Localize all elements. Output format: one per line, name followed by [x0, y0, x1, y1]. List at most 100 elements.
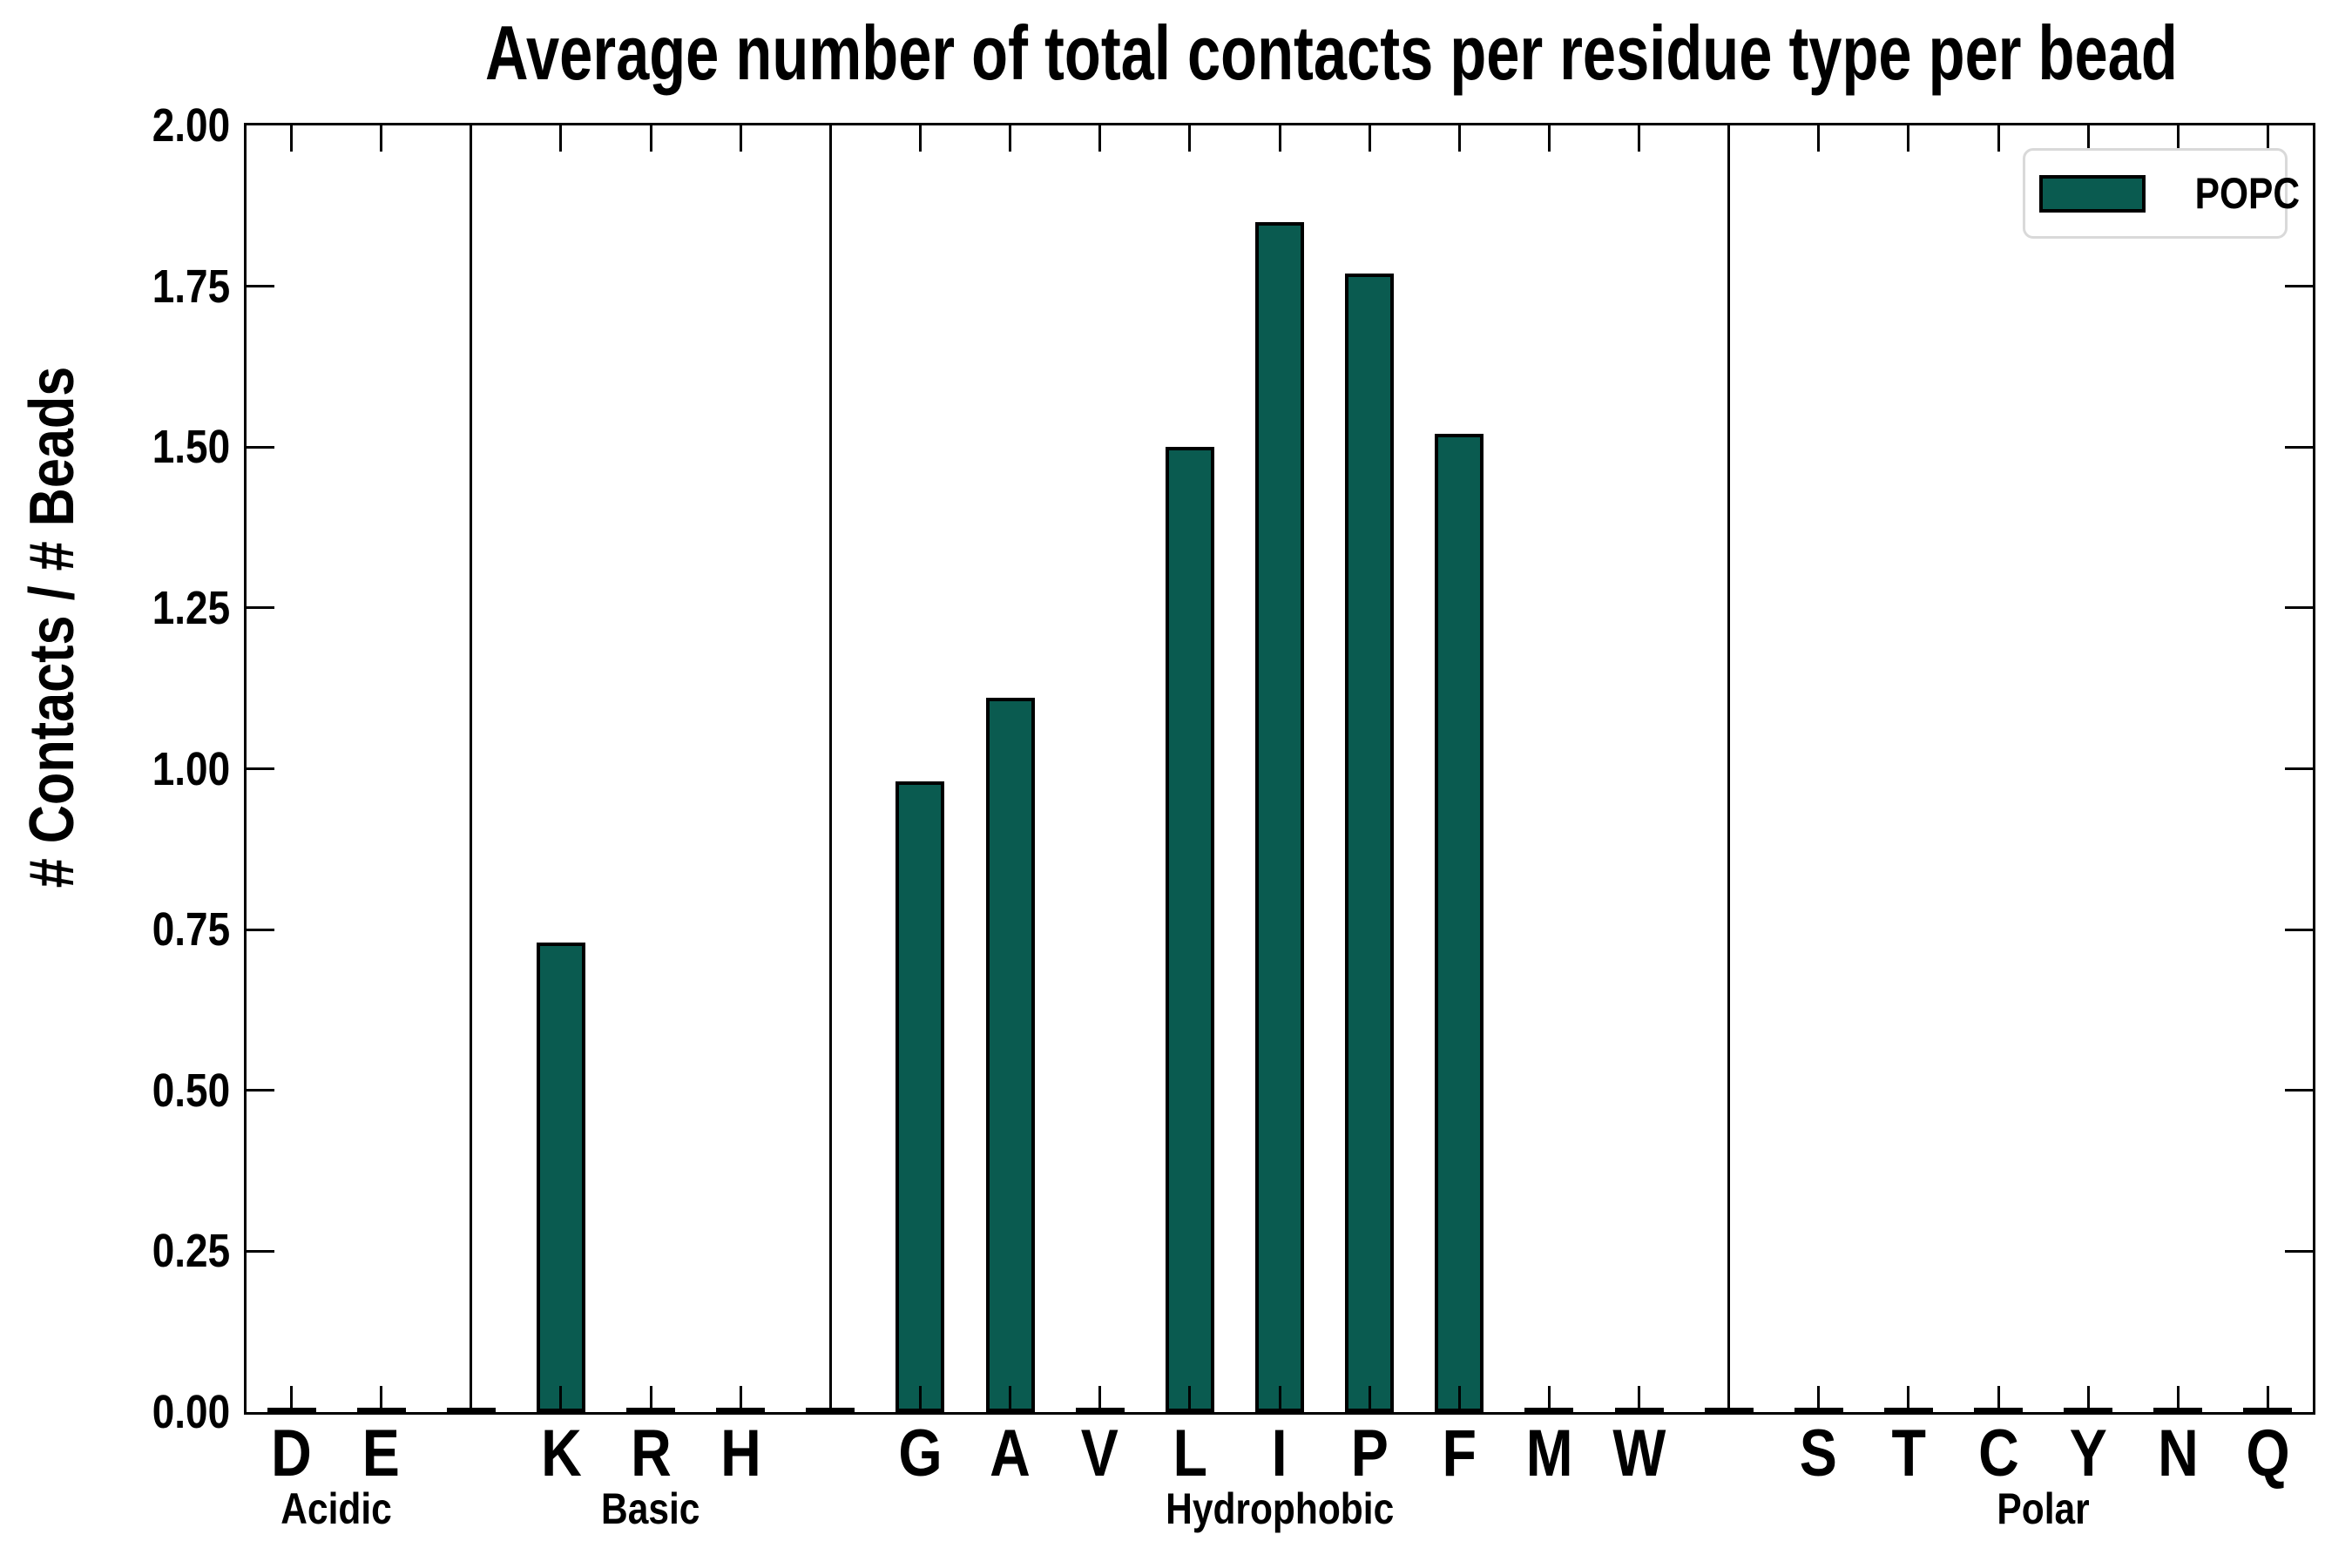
y-tick-label-0.00: 0.00 [0, 1389, 230, 1436]
x-tick-bottom-I [1278, 1386, 1281, 1412]
group-label-acidic-text: Acidic [280, 1484, 392, 1533]
x-tick-label-L: L [1129, 1419, 1251, 1489]
x-tick-bottom-H [739, 1386, 742, 1412]
x-tick-label-W-text: W [1612, 1416, 1666, 1490]
group-divider [470, 125, 473, 1412]
x-tick-bottom-M [1547, 1386, 1551, 1412]
x-tick-top-D [290, 125, 294, 152]
y-tick-left-0.75 [247, 928, 274, 931]
y-tick-label-1.25: 1.25 [0, 585, 230, 632]
x-tick-bottom-F [1457, 1386, 1461, 1412]
x-tick-top-T [1907, 125, 1910, 152]
chart-title: Average number of total contacts per res… [247, 11, 2313, 95]
x-tick-label-V: V [1039, 1419, 1161, 1489]
y-tick-right-1.75 [2285, 285, 2313, 288]
bar-A [985, 698, 1035, 1412]
x-tick-label-F: F [1398, 1419, 1520, 1489]
x-tick-bottom-V [1098, 1386, 1102, 1412]
group-label-polar-text: Polar [1997, 1484, 2090, 1533]
x-tick-label-F-text: F [1442, 1416, 1477, 1490]
x-tick-bottom-A [1009, 1386, 1012, 1412]
x-tick-label-P-text: P [1350, 1416, 1389, 1490]
y-tick-right-0.25 [2285, 1249, 2313, 1253]
group-label-hydrophobic-text: Hydrophobic [1165, 1484, 1395, 1533]
y-tick-label-1.75-text: 1.75 [152, 260, 230, 313]
bar-I [1255, 222, 1304, 1412]
x-tick-label-D-text: D [271, 1416, 312, 1490]
group-divider [828, 125, 832, 1412]
x-tick-top-G [918, 125, 922, 152]
y-tick-label-1.25-text: 1.25 [152, 581, 230, 634]
legend: POPC [2023, 148, 2300, 239]
x-tick-label-H-text: H [720, 1416, 761, 1490]
x-tick-bottom-P [1368, 1386, 1371, 1412]
x-tick-label-D: D [231, 1419, 353, 1489]
x-tick-bottom-S [1817, 1386, 1821, 1412]
y-tick-left-1.50 [247, 445, 274, 449]
zero-bar-separator [806, 1408, 855, 1412]
x-tick-bottom-D [290, 1386, 294, 1412]
x-tick-bottom-K [559, 1386, 563, 1412]
x-tick-top-S [1817, 125, 1821, 152]
x-tick-bottom-Y [2086, 1386, 2090, 1412]
y-tick-left-1.75 [247, 285, 274, 288]
y-tick-label-0.25: 0.25 [0, 1227, 230, 1274]
y-tick-right-1.25 [2285, 606, 2313, 610]
x-tick-bottom-E [380, 1386, 383, 1412]
x-tick-top-F [1457, 125, 1461, 152]
y-tick-left-0.25 [247, 1249, 274, 1253]
y-tick-label-1.00: 1.00 [0, 746, 230, 793]
x-tick-label-Y-text: Y [2069, 1416, 2107, 1490]
x-tick-top-K [559, 125, 563, 152]
plot-area: POPC [244, 123, 2315, 1415]
group-divider [1727, 125, 1731, 1412]
group-label-acidic: Acidic [153, 1484, 519, 1533]
x-tick-label-T: T [1848, 1419, 1970, 1489]
x-tick-label-A-text: A [990, 1416, 1031, 1490]
y-tick-label-1.50: 1.50 [0, 423, 230, 470]
x-tick-bottom-R [649, 1386, 652, 1412]
legend-swatch-popc [2039, 174, 2146, 213]
chart-title-text: Average number of total contacts per res… [484, 10, 2178, 96]
x-tick-label-V-text: V [1081, 1416, 1119, 1490]
x-tick-top-I [1278, 125, 1281, 152]
x-tick-label-P: P [1308, 1419, 1430, 1489]
x-tick-top-C [1997, 125, 2000, 152]
x-tick-label-E-text: E [362, 1416, 401, 1490]
x-tick-label-I-text: I [1272, 1416, 1288, 1490]
x-tick-label-C: C [1937, 1419, 2059, 1489]
x-tick-label-G: G [859, 1419, 981, 1489]
x-tick-label-T-text: T [1891, 1416, 1926, 1490]
x-tick-top-L [1188, 125, 1192, 152]
x-tick-label-K-text: K [540, 1416, 582, 1490]
y-tick-right-1.00 [2285, 767, 2313, 770]
x-tick-top-N [2176, 125, 2180, 152]
x-tick-bottom-N [2176, 1386, 2180, 1412]
x-tick-label-L-text: L [1173, 1416, 1207, 1490]
x-tick-label-W: W [1578, 1419, 1700, 1489]
group-label-polar: Polar [1861, 1484, 2227, 1533]
x-tick-label-Q-text: Q [2246, 1416, 2290, 1490]
x-tick-bottom-L [1188, 1386, 1192, 1412]
y-tick-label-0.50-text: 0.50 [152, 1064, 230, 1117]
legend-label-popc: POPC [2194, 169, 2301, 218]
y-tick-left-1.25 [247, 606, 274, 610]
group-label-hydrophobic: Hydrophobic [1097, 1484, 1463, 1533]
x-tick-top-P [1368, 125, 1371, 152]
bar-L [1165, 447, 1214, 1412]
x-tick-label-S: S [1758, 1419, 1880, 1489]
x-tick-bottom-C [1997, 1386, 2000, 1412]
x-tick-label-G-text: G [898, 1416, 943, 1490]
x-tick-label-Q: Q [2207, 1419, 2328, 1489]
x-tick-bottom-Q [2266, 1386, 2269, 1412]
x-tick-top-R [649, 125, 652, 152]
y-tick-label-0.25-text: 0.25 [152, 1225, 230, 1278]
x-tick-top-M [1547, 125, 1551, 152]
x-tick-label-E: E [321, 1419, 443, 1489]
x-tick-label-S-text: S [1800, 1416, 1838, 1490]
x-tick-label-H: H [679, 1419, 801, 1489]
y-tick-label-1.50-text: 1.50 [152, 421, 230, 474]
x-tick-top-A [1009, 125, 1012, 152]
x-tick-top-Y [2086, 125, 2090, 152]
